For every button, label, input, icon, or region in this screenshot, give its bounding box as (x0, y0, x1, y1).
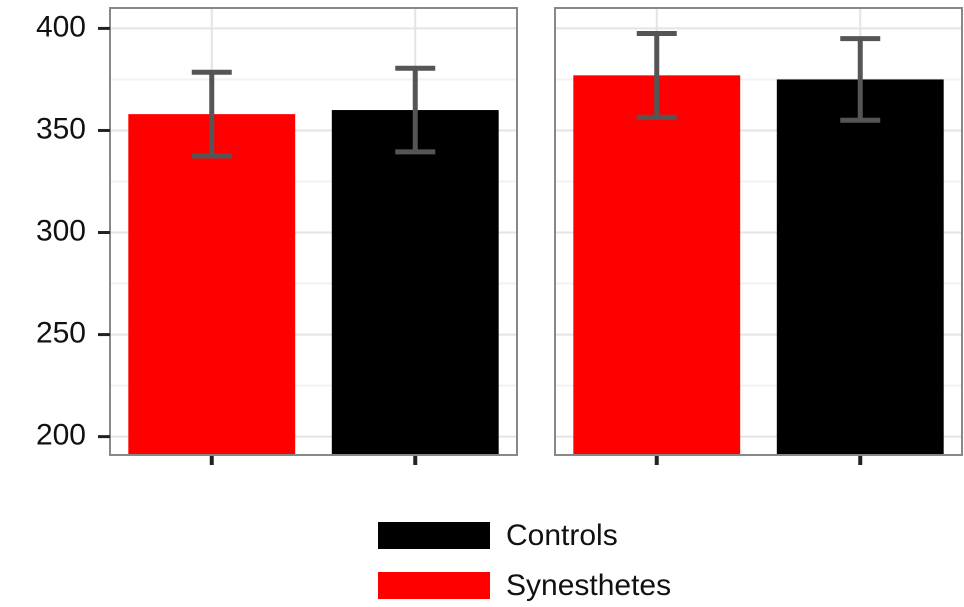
legend-label: Synesthetes (506, 569, 671, 602)
bar (573, 75, 741, 455)
legend-swatch (378, 572, 490, 599)
error-bar (636, 31, 677, 120)
bar (128, 114, 296, 455)
legend-swatch (378, 522, 490, 549)
error-bar (840, 36, 881, 123)
bar (331, 110, 499, 455)
error-bar (191, 69, 232, 159)
panel-border (554, 7, 963, 456)
y-tick-label: 300 (36, 214, 86, 247)
error-bar (395, 65, 436, 155)
legend-label: Controls (506, 519, 618, 552)
y-tick-label: 350 (36, 112, 86, 145)
y-tick-label: 250 (36, 316, 86, 349)
y-tick-label: 200 (36, 419, 86, 452)
y-tick-label: 400 (36, 10, 86, 43)
bar (776, 79, 944, 455)
